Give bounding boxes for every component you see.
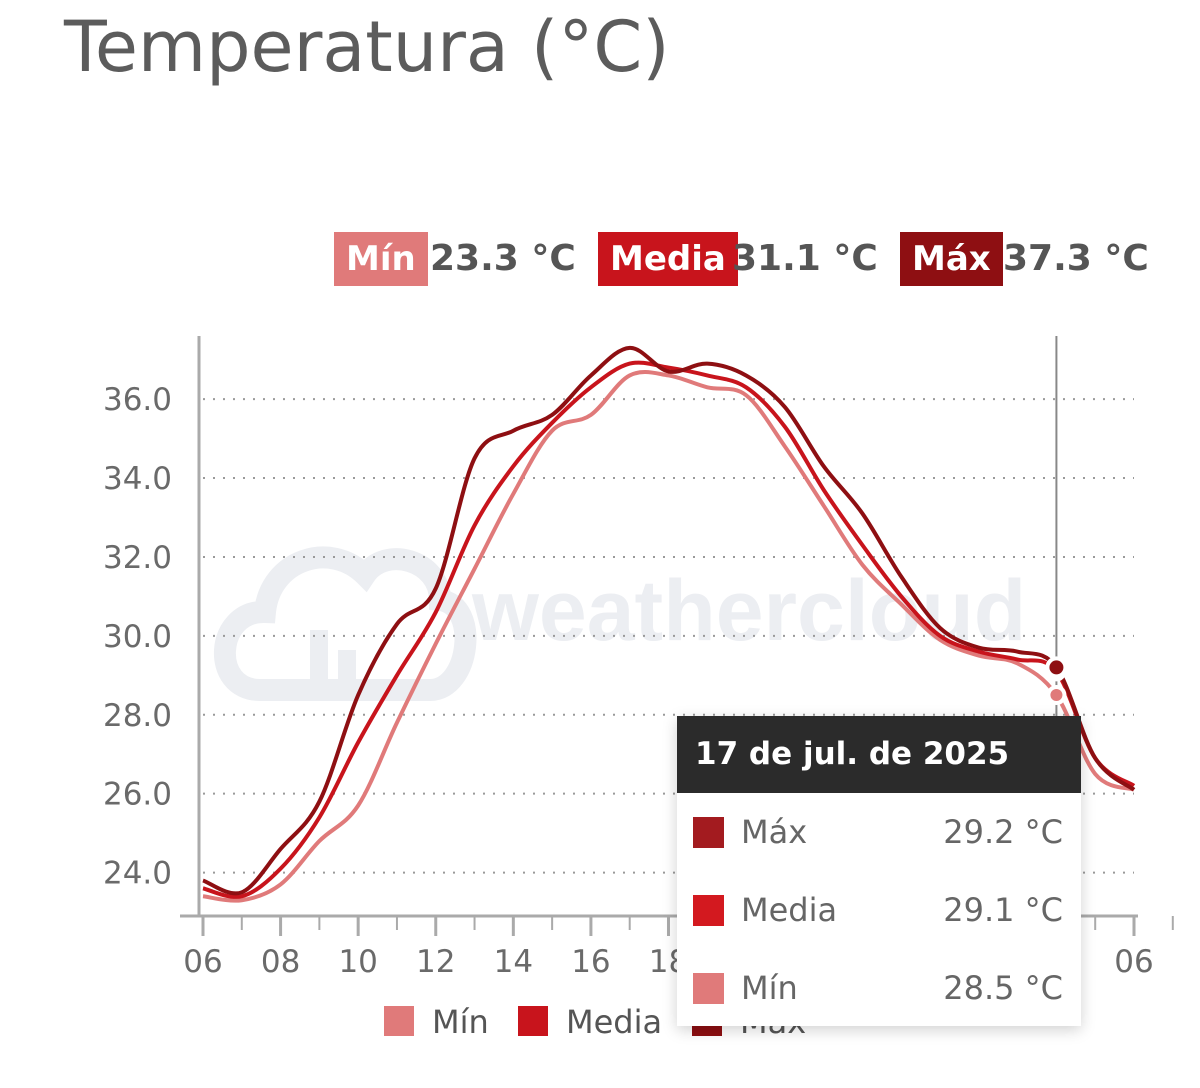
watermark-bar-icon [310, 630, 328, 692]
max-series-line [202, 345, 1136, 896]
y-tick-label: 28.0 [103, 698, 172, 734]
y-tick-label: 26.0 [103, 777, 172, 813]
hover-marker [1046, 685, 1067, 706]
min-series-line [202, 370, 1135, 903]
x-tick-label: 06 [1114, 944, 1153, 980]
legend-min-label: Mín [432, 1003, 489, 1041]
max-badge: Máx [900, 232, 1003, 286]
x-tick-label: 06 [183, 944, 222, 980]
min-swatch [693, 973, 724, 1004]
tooltip-value: 29.2 °C [943, 813, 1063, 851]
y-tick-label: 30.0 [103, 619, 172, 655]
min-badge: Mín [334, 232, 428, 286]
x-tick-label: 08 [261, 944, 300, 980]
legend-media-label: Media [566, 1003, 662, 1041]
media-series-line [202, 360, 1136, 899]
x-tick-label: 12 [416, 944, 455, 980]
x-tick-label: 10 [338, 944, 377, 980]
x-tick-label: 14 [494, 944, 533, 980]
media-badge: Media [598, 232, 738, 286]
hover-marker [1045, 656, 1068, 679]
y-tick-label: 34.0 [103, 461, 172, 497]
x-tick-label: 16 [571, 944, 610, 980]
weathercloud-watermark: weathercloud [214, 546, 1026, 701]
tooltip-row-max: Máx 29.2 °C [693, 813, 1063, 857]
y-tick-label: 36.0 [103, 382, 172, 418]
tooltip-value: 29.1 °C [943, 891, 1063, 929]
cloud-icon [214, 546, 477, 701]
max-value: 37.3 °C [1003, 238, 1149, 279]
watermark-bar-icon [338, 650, 356, 692]
tooltip-header: 17 de jul. de 2025 4:00 [677, 716, 1081, 849]
legend-min-swatch [384, 1006, 414, 1036]
tooltip-label: Máx [741, 813, 808, 851]
tooltip: 17 de jul. de 2025 4:00 Máx 29.2 °C Medi… [677, 716, 1081, 1026]
legend-media-swatch [518, 1006, 548, 1036]
tooltip-row-min: Mín 28.5 °C [693, 969, 1063, 1013]
hover-markers [1045, 656, 1068, 706]
series-lines [202, 345, 1136, 903]
min-value: 23.3 °C [430, 238, 576, 279]
media-swatch [693, 895, 724, 926]
y-axis-labels: 24.0 26.0 28.0 30.0 32.0 34.0 36.0 [103, 382, 172, 891]
tooltip-row-media: Media 29.1 °C [693, 891, 1063, 935]
y-tick-label: 32.0 [103, 540, 172, 576]
watermark-text: weathercloud [471, 563, 1026, 659]
page-title: Temperatura (°C) [64, 6, 670, 88]
tooltip-label: Media [741, 891, 838, 929]
media-value: 31.1 °C [732, 238, 878, 279]
y-tick-label: 24.0 [103, 856, 172, 892]
max-swatch [693, 817, 724, 848]
tooltip-value: 28.5 °C [943, 969, 1063, 1007]
tooltip-label: Mín [741, 969, 798, 1007]
